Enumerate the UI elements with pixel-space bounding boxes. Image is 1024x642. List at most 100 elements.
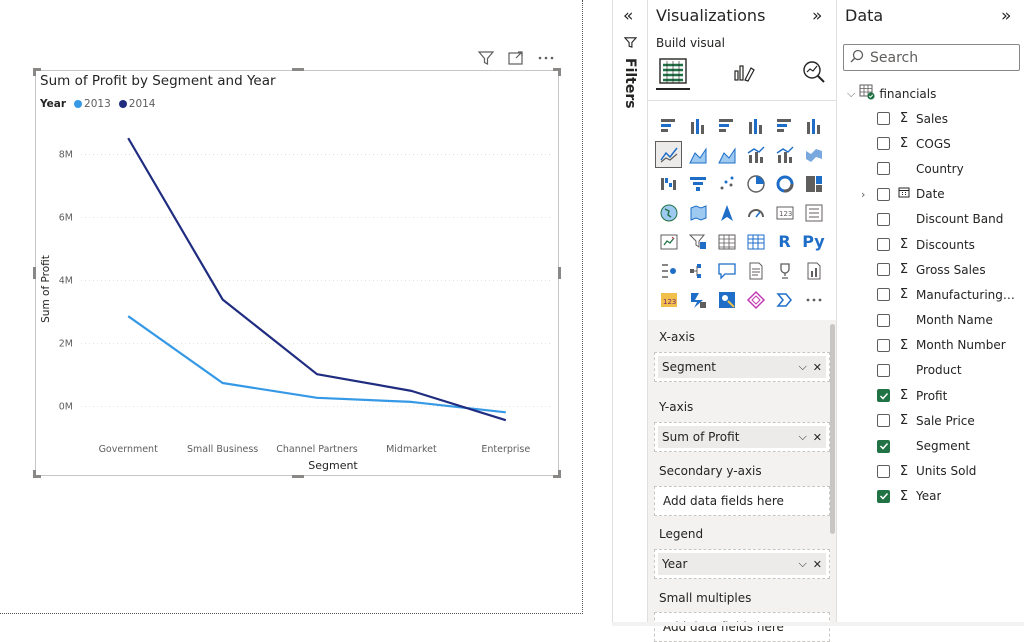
format-visual-icon[interactable]: [727, 54, 761, 90]
focus-mode-icon[interactable]: [506, 48, 526, 68]
waterfall-chart-icon[interactable]: [655, 170, 682, 197]
stacked-area-chart-icon[interactable]: [713, 141, 740, 168]
yaxis-well[interactable]: Sum of Profit ⌵ ✕: [654, 422, 830, 452]
close-icon[interactable]: ✕: [812, 557, 822, 571]
search-input[interactable]: [870, 49, 1010, 66]
stacked-bar-chart-icon[interactable]: [655, 112, 682, 139]
r-visual-icon[interactable]: R: [778, 232, 791, 251]
smart-narrative-icon[interactable]: [742, 257, 769, 284]
stacked-column-chart-icon[interactable]: [684, 112, 711, 139]
field-checkbox[interactable]: [877, 137, 890, 151]
qa-icon[interactable]: [713, 257, 740, 284]
field-checkbox[interactable]: [877, 288, 890, 302]
area-chart-icon[interactable]: [684, 141, 711, 168]
field-item[interactable]: Σ Sales: [837, 106, 1024, 131]
funnel-chart-icon[interactable]: [684, 170, 711, 197]
ribbon-chart-icon[interactable]: [800, 141, 827, 168]
build-visual-icon[interactable]: [656, 54, 690, 90]
field-checkbox[interactable]: [877, 238, 890, 252]
resize-handle[interactable]: [292, 68, 304, 71]
legend-well[interactable]: Year ⌵ ✕: [654, 549, 830, 579]
resize-handle[interactable]: [33, 470, 36, 478]
resize-handle[interactable]: [553, 475, 561, 478]
100-stacked-bar-chart-icon[interactable]: [771, 112, 798, 139]
close-icon[interactable]: ✕: [812, 430, 822, 444]
field-checkbox[interactable]: [877, 489, 890, 503]
paginated-report-icon[interactable]: [800, 257, 827, 284]
field-checkbox[interactable]: [877, 112, 890, 126]
chevron-down-icon[interactable]: ⌵: [798, 360, 807, 373]
xaxis-well[interactable]: Segment ⌵ ✕: [654, 352, 830, 382]
field-checkbox[interactable]: [877, 389, 890, 403]
donut-chart-icon[interactable]: [771, 170, 798, 197]
field-item[interactable]: Month Name: [837, 308, 1024, 333]
field-item[interactable]: Σ COGS: [837, 131, 1024, 156]
resize-handle[interactable]: [553, 68, 561, 71]
chevron-right-icon[interactable]: ›: [861, 187, 866, 201]
gauge-icon[interactable]: [742, 199, 769, 226]
secondary-yaxis-well[interactable]: Add data fields here: [654, 486, 830, 516]
resize-handle[interactable]: [558, 470, 561, 478]
filter-icon[interactable]: [476, 48, 496, 68]
field-pill[interactable]: Sum of Profit ⌵ ✕: [658, 426, 826, 448]
field-item[interactable]: Σ Month Number: [837, 333, 1024, 358]
field-item[interactable]: Σ Gross Sales: [837, 257, 1024, 282]
azure-map-icon[interactable]: [713, 199, 740, 226]
treemap-icon[interactable]: [800, 170, 827, 197]
chevron-down-icon[interactable]: ⌵: [798, 557, 807, 570]
clustered-column-chart-icon[interactable]: [742, 112, 769, 139]
field-checkbox[interactable]: [877, 338, 890, 352]
field-item[interactable]: Product: [837, 358, 1024, 383]
resize-handle[interactable]: [33, 267, 36, 279]
resize-handle[interactable]: [33, 68, 36, 76]
matrix-icon[interactable]: [742, 228, 769, 255]
resize-handle[interactable]: [33, 475, 41, 478]
more-options-icon[interactable]: [536, 48, 556, 68]
field-checkbox[interactable]: [877, 162, 890, 176]
decomposition-tree-icon[interactable]: [684, 257, 711, 284]
expand-pane-icon[interactable]: »: [812, 6, 823, 26]
resize-handle[interactable]: [558, 68, 561, 76]
field-pill[interactable]: Segment ⌵ ✕: [658, 356, 826, 378]
slicer-icon[interactable]: [684, 228, 711, 255]
field-checkbox[interactable]: [877, 363, 890, 377]
small-multiples-well[interactable]: Add data fields here: [654, 612, 830, 642]
table-node-financials[interactable]: ⌵ financials: [847, 84, 936, 103]
field-checkbox[interactable]: [877, 464, 890, 478]
power-apps-icon[interactable]: 123: [655, 286, 682, 313]
analytics-icon[interactable]: [797, 54, 831, 90]
kpi-icon[interactable]: [655, 228, 682, 255]
diamond-visual-icon[interactable]: [742, 286, 769, 313]
field-checkbox[interactable]: [877, 313, 890, 327]
scatter-chart-icon[interactable]: [713, 170, 740, 197]
field-item[interactable]: Σ Year: [837, 484, 1024, 509]
line-chart-visual[interactable]: Sum of Profit by Segment and Year Year 2…: [33, 68, 561, 478]
card-icon[interactable]: 123: [771, 199, 798, 226]
filters-label[interactable]: Filters: [622, 58, 638, 109]
power-automate-icon[interactable]: [684, 286, 711, 313]
map-icon[interactable]: [655, 199, 682, 226]
field-checkbox[interactable]: [877, 414, 890, 428]
resize-handle[interactable]: [33, 68, 41, 71]
field-item[interactable]: Segment: [837, 433, 1024, 458]
field-item[interactable]: Σ Discounts: [837, 232, 1024, 257]
field-checkbox[interactable]: [877, 212, 890, 226]
field-item[interactable]: › Date: [837, 182, 1024, 207]
line-and-stacked-column-icon[interactable]: [742, 141, 769, 168]
pie-chart-icon[interactable]: [742, 170, 769, 197]
resize-handle[interactable]: [292, 475, 304, 478]
python-visual-icon[interactable]: Py: [802, 232, 825, 251]
line-and-clustered-column-icon[interactable]: [771, 141, 798, 168]
100-stacked-column-chart-icon[interactable]: [800, 112, 827, 139]
field-item[interactable]: Σ Manufacturing P...: [837, 282, 1024, 307]
field-item[interactable]: Σ Profit: [837, 383, 1024, 408]
chevron-visual-icon[interactable]: [771, 286, 798, 313]
chevron-down-icon[interactable]: ⌵: [798, 430, 807, 443]
field-checkbox[interactable]: [877, 439, 890, 453]
arcgis-icon[interactable]: [713, 286, 740, 313]
collapse-pane-icon[interactable]: «: [623, 6, 634, 26]
search-box[interactable]: [843, 44, 1020, 71]
table-icon[interactable]: [713, 228, 740, 255]
more-visuals-icon[interactable]: [800, 286, 827, 313]
clustered-bar-chart-icon[interactable]: [713, 112, 740, 139]
